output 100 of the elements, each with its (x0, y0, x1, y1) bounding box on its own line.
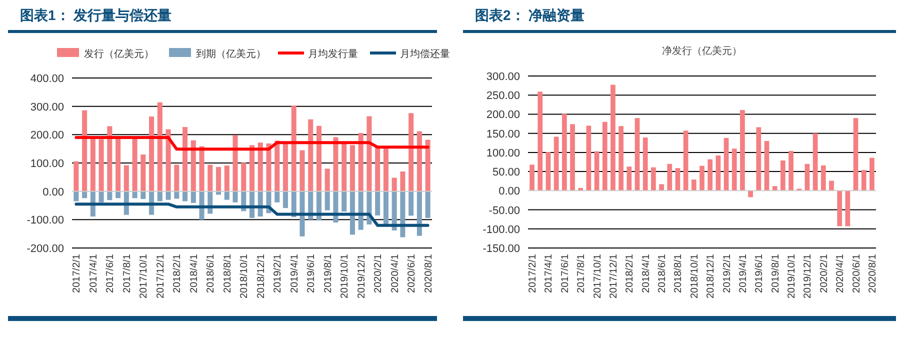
bar (216, 166, 222, 192)
line-series (74, 136, 430, 151)
x-tick-label: 2020/8/1 (867, 254, 878, 293)
bar (98, 191, 104, 202)
bar (700, 166, 704, 191)
bar (546, 152, 551, 191)
legend-label: 月均偿还量 (400, 48, 450, 60)
bar (199, 146, 204, 192)
bar (98, 139, 104, 192)
x-tick-label: 2018/4/1 (188, 254, 200, 293)
x-tick-label: 2019/4/1 (289, 254, 300, 293)
bar (350, 145, 355, 192)
chart-title: 图表2： 净融资量 (475, 7, 585, 23)
y-tick-label: -50.00 (488, 204, 520, 217)
bar (74, 191, 79, 202)
x-tick-label: 2018/2/1 (624, 254, 636, 293)
bar (291, 105, 296, 192)
x-tick-label: 2018/12/1 (256, 254, 267, 298)
x-tick-label: 2017/8/1 (122, 254, 133, 293)
bar (282, 191, 288, 208)
x-tick-label: 2017/2/1 (72, 254, 83, 293)
bar (274, 140, 280, 192)
bar (333, 137, 338, 192)
bar (708, 159, 713, 191)
bar (90, 138, 96, 192)
y-tick-label: 200.00 (30, 130, 64, 142)
x-tick-label: 2018/4/1 (640, 254, 652, 293)
bar (408, 191, 414, 216)
chart-subtitle: 净发行（亿美元） (662, 45, 742, 57)
bar (74, 161, 79, 192)
bar (416, 131, 422, 192)
x-tick-label: 2019/6/1 (306, 254, 318, 293)
bar (82, 110, 88, 192)
bar (107, 191, 112, 200)
y-tick-label: 0.00 (42, 186, 64, 198)
bar (274, 191, 280, 202)
bar (772, 186, 778, 191)
bar (375, 191, 380, 216)
x-tick-label: 2018/8/1 (222, 254, 234, 293)
y-tick-label: 200.00 (486, 109, 520, 122)
bar (691, 180, 696, 191)
x-tick-label: 2018/10/1 (689, 254, 700, 298)
y-tick-label: 100.00 (30, 158, 64, 170)
bar (594, 151, 600, 191)
bar (425, 191, 430, 218)
bar (732, 148, 737, 191)
x-tick-label: 2019/12/1 (356, 254, 368, 298)
bar (232, 135, 238, 192)
x-tick-label: 2017/4/1 (544, 254, 555, 293)
y-tick-label: -100.00 (482, 224, 520, 236)
y-tick-label: 300.00 (30, 101, 64, 114)
bar (266, 143, 272, 192)
bar (586, 126, 592, 191)
bar (224, 166, 230, 192)
y-tick-label: -200.00 (26, 243, 64, 255)
bar (764, 140, 770, 191)
bar (820, 165, 826, 191)
x-tick-label: 2018/8/1 (673, 254, 684, 293)
x-tick-label: 2017/12/1 (155, 254, 166, 298)
bar (282, 143, 288, 192)
bar (804, 164, 810, 191)
bar (716, 156, 721, 191)
bar (324, 168, 330, 192)
bar (140, 154, 146, 192)
x-tick-label: 2017/6/1 (560, 254, 571, 293)
bar (157, 191, 162, 202)
bar (570, 124, 575, 191)
bar (358, 132, 364, 192)
legend-label: 发行（亿美元） (84, 48, 154, 60)
x-tick-label: 2019/8/1 (770, 254, 782, 293)
bar (618, 126, 624, 191)
bar (675, 168, 680, 191)
bar (166, 191, 171, 200)
bar (416, 191, 422, 236)
bar (342, 143, 347, 192)
bar (383, 148, 388, 192)
bar (788, 150, 794, 191)
bar (845, 190, 850, 226)
bar (366, 116, 372, 192)
bar (651, 167, 656, 191)
x-tick-label: 2017/12/1 (608, 254, 620, 298)
y-tick-label: 0.00 (498, 186, 520, 198)
x-tick-label: 2019/4/1 (738, 254, 749, 293)
bar (107, 126, 112, 192)
bar (602, 122, 608, 191)
bar (342, 191, 347, 212)
bar (182, 127, 188, 192)
bar (659, 184, 664, 191)
bar (610, 84, 616, 191)
bar (375, 146, 380, 192)
x-tick-label: 2020/2/1 (373, 254, 384, 293)
x-tick-label: 2020/6/1 (851, 254, 862, 293)
bar (190, 140, 196, 192)
bar (149, 116, 154, 192)
bar (157, 102, 162, 192)
y-tick-label: 150.00 (486, 128, 520, 140)
x-tick-label: 2020/6/1 (406, 254, 418, 293)
bar (350, 191, 355, 235)
x-tick-label: 2020/4/1 (835, 254, 846, 293)
bar (224, 191, 230, 200)
